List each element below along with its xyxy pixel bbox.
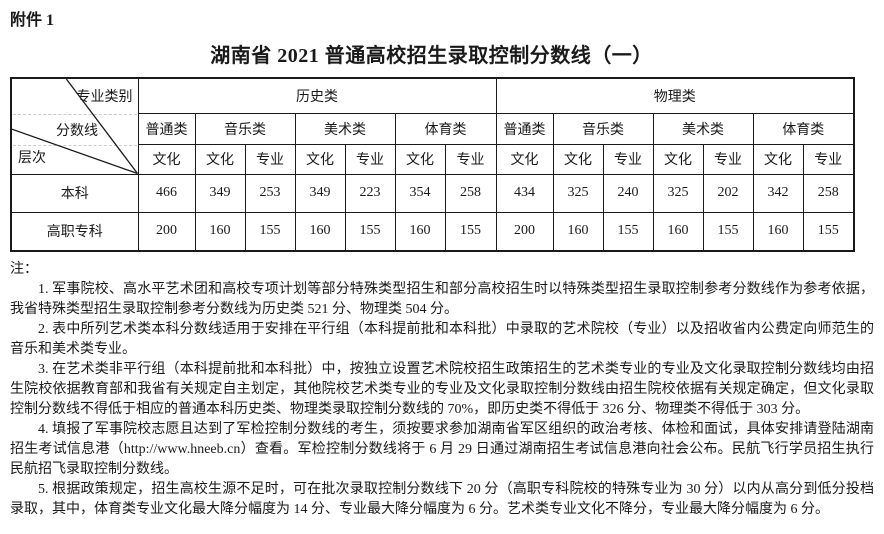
corner-label-scoreline: 分数线 [56,124,98,139]
score-cell: 466 [137,173,196,213]
subheader-cell: 文化 [194,143,246,175]
score-cell: 160 [294,211,346,252]
score-cell: 155 [702,211,754,252]
score-cell: 160 [194,211,246,252]
category-header-art: 美术类 [294,112,396,145]
score-cell: 200 [495,211,554,252]
subheader-cell: 专业 [344,143,396,175]
note-item-4: 4. 填报了军事院校志愿且达到了军检控制分数线的考生，须按要求参加湖南省军区组织… [10,422,874,477]
category-header-general: 普通类 [495,112,554,145]
subheader-cell: 专业 [702,143,754,175]
subheader-cell: 文化 [495,143,554,175]
group-header-history: 历史类 [137,77,497,114]
score-cell: 325 [652,173,704,213]
score-cell: 155 [802,211,855,252]
score-cell: 325 [552,173,604,213]
score-cell: 160 [752,211,804,252]
subheader-cell: 文化 [552,143,604,175]
category-header-sports: 体育类 [394,112,497,145]
group-header-physics: 物理类 [495,77,855,114]
category-header-art: 美术类 [652,112,754,145]
notes-section: 注： 1. 军事院校、高水平艺术团和高校专项计划等部分特殊类型招生和部分高校招生… [10,260,874,520]
category-header-music: 音乐类 [552,112,654,145]
score-cell: 160 [552,211,604,252]
row-label-undergraduate: 本科 [10,173,139,213]
score-cell: 155 [602,211,654,252]
note-item-2: 2. 表中所列艺术类本科分数线适用于安排在平行组（本科提前批和本科批）中录取的艺… [10,322,874,357]
score-cell: 202 [702,173,754,213]
corner-dashed-divider [13,114,137,115]
note-item-3: 3. 在艺术类非平行组（本科提前批和本科批）中，按独立设置艺术院校招生政策招生的… [10,362,874,417]
document-page: 附件 1 湖南省 2021 普通高校招生录取控制分数线（一） 专业类别 分数线 … [0,6,884,520]
score-cell: 223 [344,173,396,213]
subheader-cell: 文化 [752,143,804,175]
subheader-cell: 文化 [652,143,704,175]
score-table: 专业类别 分数线 层次 历史类 物理类 普通类 音乐类 美术类 体育类 普通类 … [10,77,856,252]
score-cell: 160 [652,211,704,252]
score-cell: 258 [802,173,855,213]
attachment-label: 附件 1 [10,12,55,29]
corner-label-level: 层次 [18,150,46,166]
score-cell: 160 [394,211,446,252]
score-cell: 200 [137,211,196,252]
note-item-1: 1. 军事院校、高水平艺术团和高校专项计划等部分特殊类型招生和部分高校招生时以特… [10,282,874,317]
note-item-5: 5. 根据政策规定，招生高校生源不足时，可在批次录取控制分数线下 20 分（高职… [10,482,874,517]
corner-label-category: 专业类别 [76,90,133,105]
table-row-undergraduate: 本科 466 349 253 349 223 354 258 434 325 2… [10,173,855,213]
score-cell: 354 [394,173,446,213]
subheader-cell: 文化 [294,143,346,175]
score-cell: 434 [495,173,554,213]
category-header-general: 普通类 [137,112,196,145]
page-title: 湖南省 2021 普通高校招生录取控制分数线（一） [210,45,653,67]
score-cell: 155 [344,211,396,252]
subheader-cell: 文化 [394,143,446,175]
subheader-cell: 专业 [802,143,855,175]
subheader-cell: 文化 [137,143,196,175]
subheader-cell: 专业 [444,143,497,175]
subheader-cell: 专业 [244,143,296,175]
score-cell: 258 [444,173,497,213]
notes-label: 注： [10,262,38,277]
category-header-sports: 体育类 [752,112,855,145]
row-label-vocational: 高职专科 [10,211,139,252]
score-cell: 240 [602,173,654,213]
score-cell: 349 [294,173,346,213]
diagonal-divider-lines [12,79,138,174]
score-cell: 349 [194,173,246,213]
score-cell: 253 [244,173,296,213]
score-cell: 342 [752,173,804,213]
score-cell: 155 [244,211,296,252]
subheader-cell: 专业 [602,143,654,175]
category-header-music: 音乐类 [194,112,296,145]
score-cell: 155 [444,211,497,252]
corner-header-cell: 专业类别 分数线 层次 [10,77,139,175]
table-row-vocational: 高职专科 200 160 155 160 155 160 155 200 160… [10,211,855,252]
corner-dashed-divider [13,145,137,146]
